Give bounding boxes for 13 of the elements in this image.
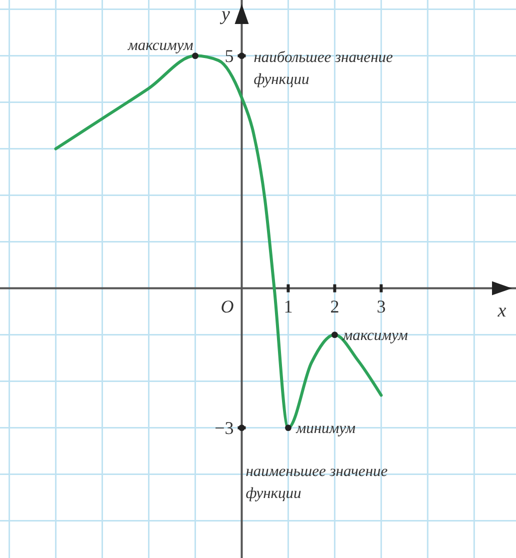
x-axis-title: x [496, 300, 507, 322]
x-tick-label: 3 [376, 296, 386, 316]
annotation: наибольшее значение функции [254, 48, 394, 88]
annotation: максимум [127, 36, 194, 54]
y-axis-title: y [220, 4, 231, 25]
annotation: минимум [295, 420, 356, 437]
x-tick-label: 2 [330, 296, 340, 316]
annotation: O [220, 296, 234, 316]
y-tick-label: −3 [214, 418, 234, 438]
annotation: наименьшее значение функции [246, 462, 388, 502]
y-tick-label: 5 [224, 46, 234, 66]
annotation: максимум [342, 326, 408, 344]
x-tick-label: 1 [284, 296, 293, 316]
